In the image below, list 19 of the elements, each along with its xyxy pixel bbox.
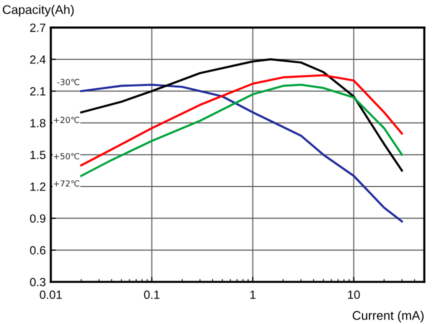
x-axis-title: Current (mA) xyxy=(352,310,424,322)
y-axis-title: Capacity(Ah) xyxy=(2,4,74,17)
series-label: +20℃ xyxy=(54,116,80,124)
x-tick-label: 1 xyxy=(250,290,256,299)
series-label: -30℃ xyxy=(57,78,80,86)
y-tick-label: 0.3 xyxy=(30,278,46,286)
x-tick-label: 10 xyxy=(348,290,360,299)
x-tick-label: 0.1 xyxy=(144,290,160,299)
y-tick-label: 2.7 xyxy=(30,24,46,32)
x-tick-label: 0.01 xyxy=(40,290,62,299)
y-tick-label: 1.8 xyxy=(30,118,46,128)
y-tick-label: 0.6 xyxy=(30,246,46,254)
y-tick-label: 2.4 xyxy=(30,55,46,64)
y-tick-label: 1.2 xyxy=(30,182,46,191)
series-label: +50℃ xyxy=(54,153,80,160)
series-label: +72℃ xyxy=(54,180,80,187)
y-tick-label: 1.5 xyxy=(30,150,46,160)
y-tick-label: 2.1 xyxy=(30,87,46,96)
y-tick-label: 0.9 xyxy=(30,214,46,223)
